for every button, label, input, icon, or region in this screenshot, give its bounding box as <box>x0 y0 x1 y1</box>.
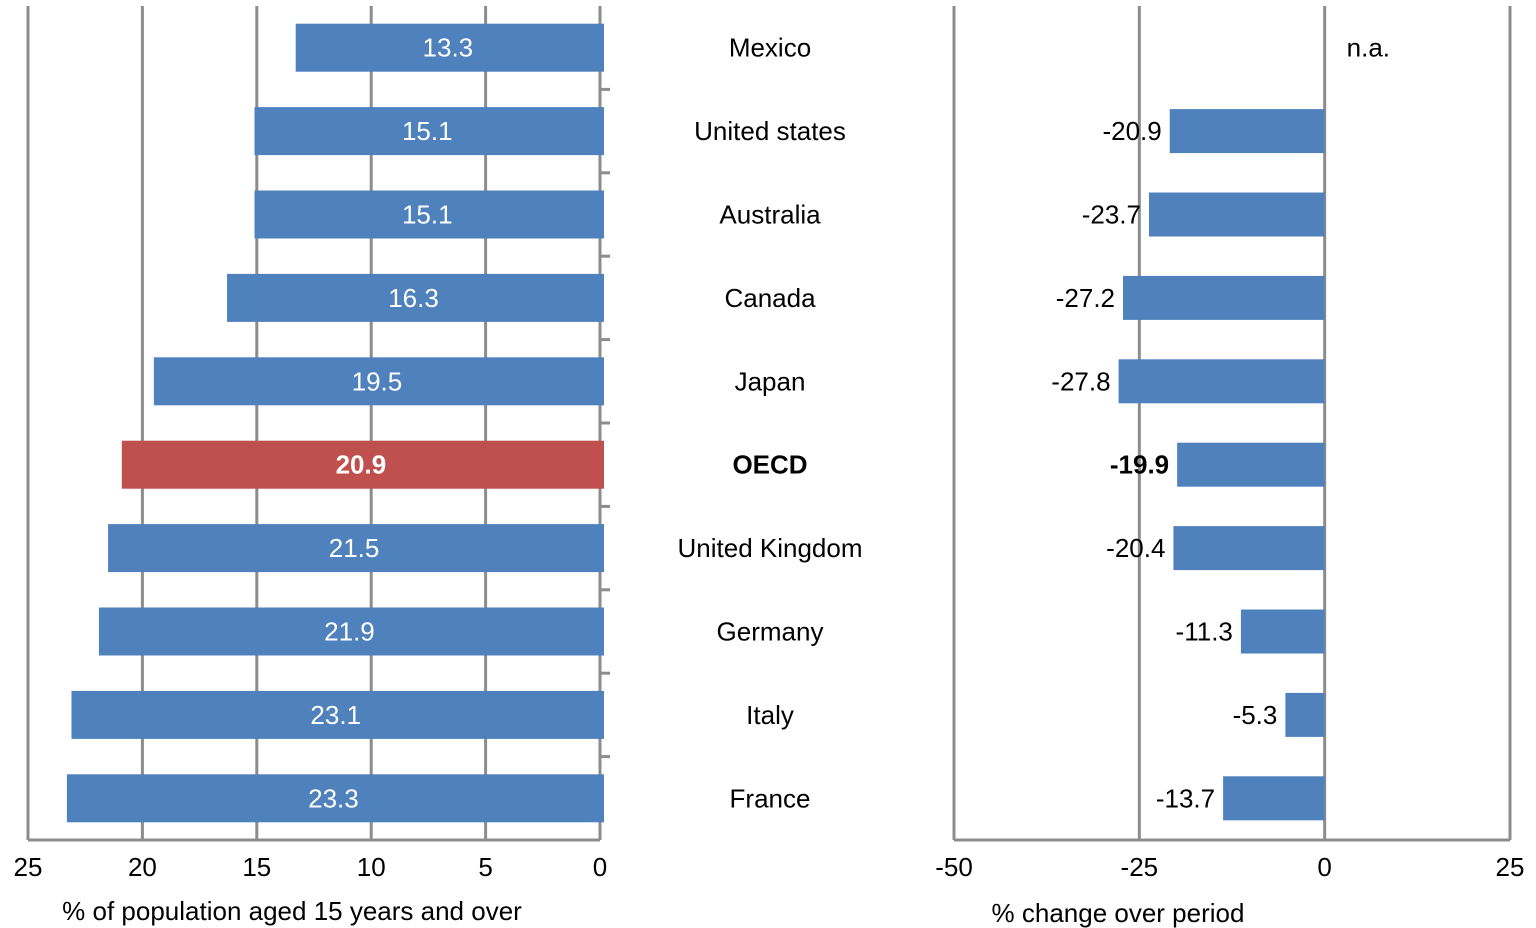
country-label: Germany <box>717 617 824 647</box>
left-bar-data-label: 23.1 <box>310 700 361 730</box>
left-bar-data-label: 20.9 <box>336 450 387 480</box>
left-bar <box>227 273 604 322</box>
right-bar <box>1123 275 1325 320</box>
right-bar-data-label: -23.7 <box>1082 200 1141 230</box>
left-bar-data-label: 19.5 <box>352 366 403 396</box>
country-label: Japan <box>735 366 806 396</box>
right-chart-panel: -50 -25 0 25 n.a. -20.9 -23.7 -27.2 -27.8 -19.9 -2… <box>935 6 1524 882</box>
right-x-tick-label: -25 <box>1121 852 1159 882</box>
left-x-tick-label: 5 <box>478 852 492 882</box>
left-x-tick-label: 15 <box>242 852 271 882</box>
left-bar-data-label: 15.1 <box>402 200 453 230</box>
right-bar <box>1118 359 1325 404</box>
left-bar <box>153 357 604 406</box>
country-label: Mexico <box>729 33 811 63</box>
right-bar <box>1223 776 1325 821</box>
left-bar <box>295 23 604 72</box>
right-bar-data-label: -27.2 <box>1056 283 1115 313</box>
right-bar <box>1169 109 1325 154</box>
left-bar <box>121 440 605 489</box>
right-x-axis-title: % change over period <box>992 898 1245 928</box>
left-bar-data-label: 23.3 <box>308 783 359 813</box>
left-bar-data-label: 21.5 <box>329 533 380 563</box>
right-bar <box>1240 609 1325 654</box>
country-label: Canada <box>724 283 816 313</box>
right-bar-data-label: -5.3 <box>1233 700 1278 730</box>
left-bar <box>98 607 604 656</box>
right-bar-data-label: -13.7 <box>1156 783 1215 813</box>
right-bar-data-label: -27.8 <box>1051 366 1110 396</box>
left-bar-data-label: 16.3 <box>388 283 439 313</box>
right-bar-data-label: -20.9 <box>1102 116 1161 146</box>
left-x-tick-label: 20 <box>128 852 157 882</box>
left-x-tick-label: 10 <box>357 852 386 882</box>
left-bar <box>71 690 605 739</box>
left-bar <box>66 774 604 823</box>
right-bar-data-label: -20.4 <box>1106 533 1165 563</box>
country-label: OECD <box>732 450 807 480</box>
country-label: United states <box>694 116 846 146</box>
left-x-axis-title: % of population aged 15 years and over <box>62 896 522 926</box>
country-label: Italy <box>746 700 794 730</box>
country-label: France <box>730 783 811 813</box>
left-x-tick-label: 0 <box>593 852 607 882</box>
right-bar <box>1148 192 1325 237</box>
left-bar <box>108 524 604 573</box>
right-x-tick-label: 25 <box>1496 852 1525 882</box>
left-bar-data-label: 13.3 <box>423 33 474 63</box>
right-bar <box>1285 692 1325 737</box>
left-x-tick-label: 25 <box>14 852 43 882</box>
right-bar-data-label: -11.3 <box>1176 617 1233 647</box>
right-bar <box>1173 526 1325 571</box>
right-bar-data-label: -19.9 <box>1110 450 1169 480</box>
left-chart-panel: 25 20 15 10 5 0 13.3 15.1 15.1 16.3 19.5 20.9 21.5 21… <box>14 6 610 882</box>
right-x-tick-label: -50 <box>935 852 973 882</box>
left-bar-data-label: 21.9 <box>324 617 375 647</box>
left-bar <box>254 107 604 156</box>
left-bar <box>254 190 604 239</box>
country-label: United Kingdom <box>678 533 863 563</box>
right-x-tick-label: 0 <box>1317 852 1331 882</box>
right-na-label: n.a. <box>1347 33 1390 63</box>
left-bar-data-label: 15.1 <box>402 116 453 146</box>
country-label: Australia <box>719 200 821 230</box>
country-label-column: Mexico United states Australia Canada Japan O… <box>678 33 863 814</box>
right-bar <box>1177 442 1325 487</box>
